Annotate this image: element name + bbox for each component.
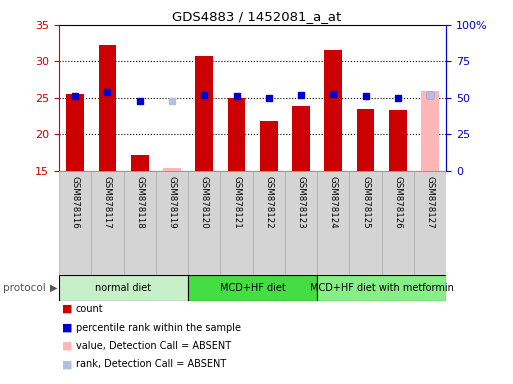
Text: GSM878119: GSM878119 xyxy=(167,176,176,229)
Text: GSM878117: GSM878117 xyxy=(103,176,112,229)
Bar xyxy=(91,171,124,275)
Text: GSM878125: GSM878125 xyxy=(361,176,370,229)
Bar xyxy=(66,94,84,171)
Text: ▶: ▶ xyxy=(50,283,58,293)
Text: GSM878122: GSM878122 xyxy=(264,176,273,229)
Bar xyxy=(98,45,116,171)
Text: GSM878121: GSM878121 xyxy=(232,176,241,229)
Bar xyxy=(389,109,407,171)
Bar xyxy=(59,275,188,301)
Text: ■: ■ xyxy=(62,359,72,369)
Bar xyxy=(59,171,91,275)
Bar xyxy=(188,171,221,275)
Bar xyxy=(421,91,439,171)
Bar xyxy=(357,109,374,171)
Text: protocol: protocol xyxy=(3,283,45,293)
Bar xyxy=(382,171,414,275)
Bar xyxy=(188,275,317,301)
Bar xyxy=(221,171,252,275)
Text: GSM878116: GSM878116 xyxy=(71,176,80,229)
Bar xyxy=(292,106,310,171)
Bar xyxy=(349,171,382,275)
Bar xyxy=(414,171,446,275)
Text: GSM878127: GSM878127 xyxy=(426,176,435,229)
Text: GDS4883 / 1452081_a_at: GDS4883 / 1452081_a_at xyxy=(172,10,341,23)
Text: GSM878126: GSM878126 xyxy=(393,176,402,229)
Text: ■: ■ xyxy=(62,341,72,351)
Bar xyxy=(156,171,188,275)
Bar xyxy=(131,155,149,171)
Text: GSM878118: GSM878118 xyxy=(135,176,144,229)
Bar xyxy=(124,171,156,275)
Bar xyxy=(260,121,278,171)
Text: normal diet: normal diet xyxy=(95,283,152,293)
Bar xyxy=(252,171,285,275)
Bar xyxy=(317,171,349,275)
Text: ■: ■ xyxy=(62,304,72,314)
Bar xyxy=(228,98,245,171)
Bar xyxy=(195,56,213,171)
Bar xyxy=(324,51,342,171)
Text: rank, Detection Call = ABSENT: rank, Detection Call = ABSENT xyxy=(76,359,226,369)
Bar xyxy=(285,171,317,275)
Bar xyxy=(317,275,446,301)
Bar xyxy=(163,168,181,171)
Text: ■: ■ xyxy=(62,323,72,333)
Text: value, Detection Call = ABSENT: value, Detection Call = ABSENT xyxy=(76,341,231,351)
Text: percentile rank within the sample: percentile rank within the sample xyxy=(76,323,241,333)
Text: GSM878124: GSM878124 xyxy=(329,176,338,229)
Text: GSM878123: GSM878123 xyxy=(297,176,306,229)
Text: GSM878120: GSM878120 xyxy=(200,176,209,229)
Text: MCD+HF diet: MCD+HF diet xyxy=(220,283,286,293)
Text: count: count xyxy=(76,304,104,314)
Text: MCD+HF diet with metformin: MCD+HF diet with metformin xyxy=(310,283,453,293)
